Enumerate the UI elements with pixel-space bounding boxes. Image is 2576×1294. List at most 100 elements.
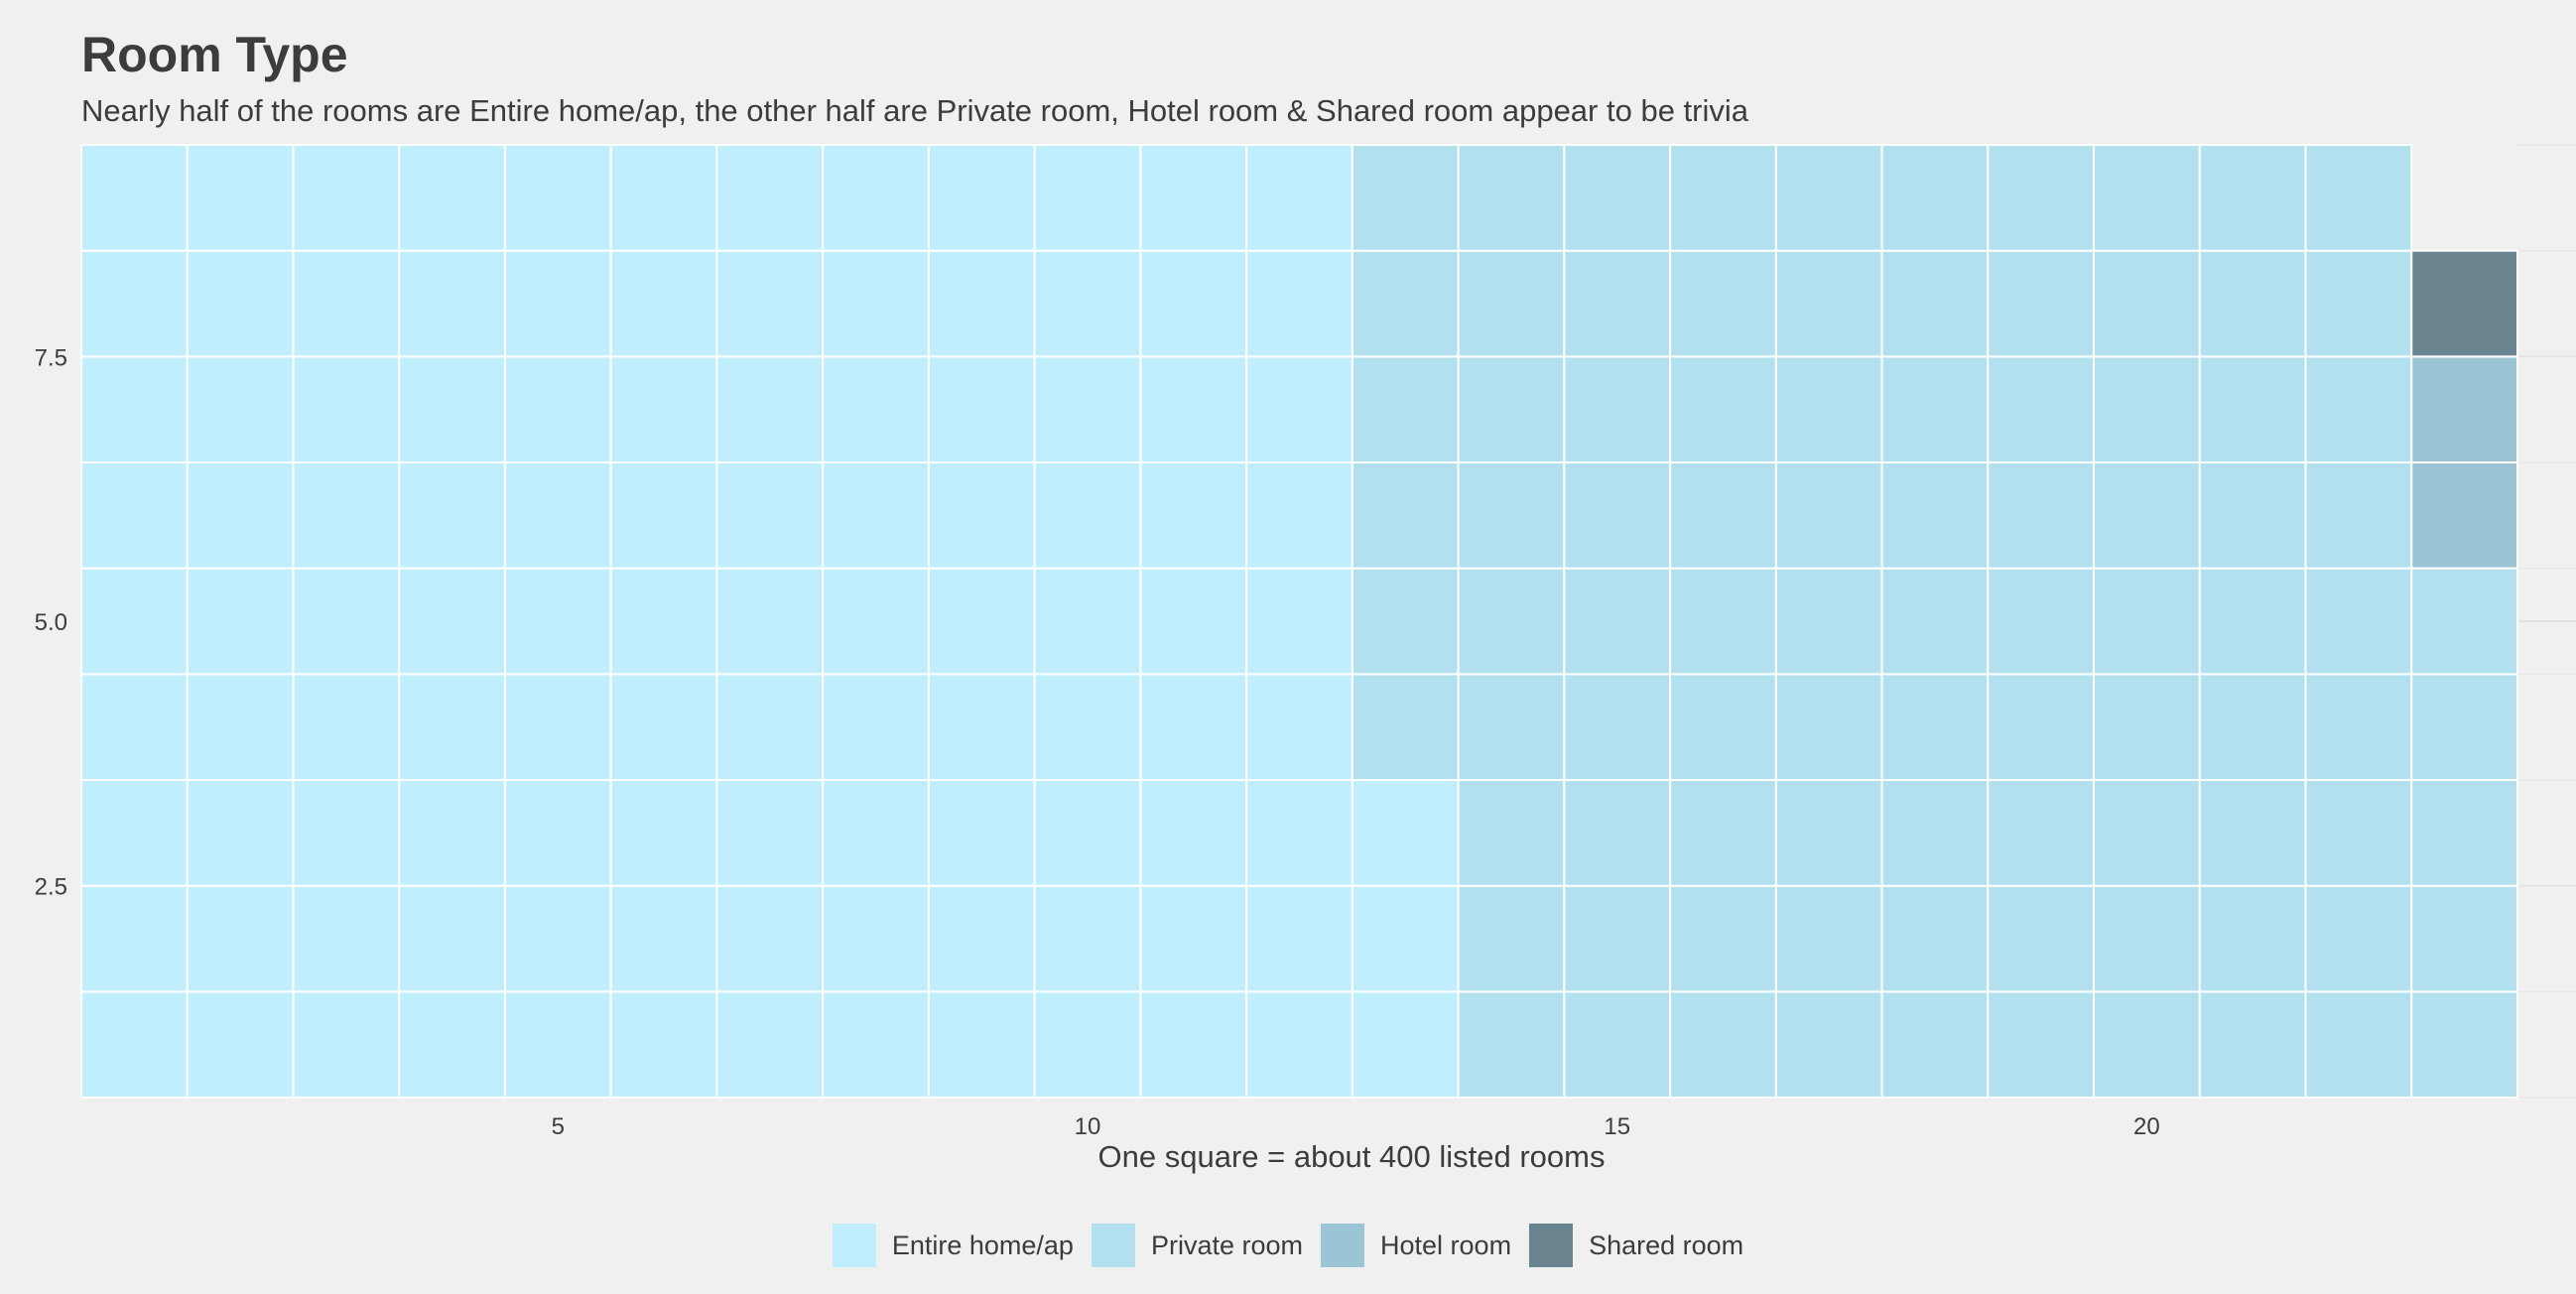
waffle-square [1139, 567, 1248, 676]
waffle-square [1987, 355, 2096, 464]
waffle-square [822, 990, 930, 1099]
waffle-chart: 5 10 15 20 2.5 5.0 7.5 One square = about 400… [35, 144, 2576, 1174]
waffle-square [822, 567, 930, 676]
waffle-square [1987, 779, 2096, 887]
waffle-square [1457, 355, 1566, 464]
waffle-square [1669, 461, 1777, 570]
waffle-square [927, 461, 1036, 570]
x-tick-label: 15 [1604, 1113, 1630, 1140]
waffle-square [927, 355, 1036, 464]
waffle-square [398, 567, 506, 676]
waffle-square [1987, 567, 2096, 676]
waffle-square [2093, 461, 2201, 570]
legend-item: Hotel room [1321, 1224, 1511, 1267]
waffle-square [1563, 567, 1672, 676]
waffle-square [822, 779, 930, 887]
waffle-square [1563, 673, 1672, 781]
waffle-square [503, 990, 612, 1099]
waffle-square [2410, 461, 2519, 570]
waffle-square [1774, 461, 1883, 570]
waffle-square [1457, 461, 1566, 570]
waffle-square [1880, 249, 1990, 358]
waffle-square [1774, 567, 1883, 676]
waffle-square [1245, 884, 1353, 993]
waffle-square [927, 249, 1036, 358]
waffle-square [715, 144, 825, 252]
chart-title: Room Type [81, 27, 348, 82]
waffle-square [1563, 355, 1672, 464]
waffle-square [1351, 249, 1460, 358]
waffle-square [1351, 461, 1460, 570]
waffle-square [1880, 355, 1990, 464]
waffle-square [292, 567, 401, 676]
waffle-square [1139, 144, 1248, 252]
waffle-square [292, 990, 401, 1099]
waffle-square [2304, 144, 2413, 252]
waffle-square [292, 884, 401, 993]
waffle-square [2410, 355, 2519, 464]
waffle-square [1139, 779, 1248, 887]
waffle-square [186, 144, 295, 252]
waffle-square [927, 567, 1036, 676]
y-tick-label: 7.5 [35, 344, 67, 371]
x-axis-ticks: 5 10 15 20 [552, 1113, 2160, 1140]
waffle-square [1351, 779, 1460, 887]
waffle-square [1880, 779, 1990, 887]
waffle-square [1669, 779, 1777, 887]
waffle-square [1563, 990, 1672, 1099]
waffle-square [1669, 249, 1777, 358]
waffle-square [398, 144, 506, 252]
waffle-square [1033, 567, 1142, 676]
waffle-square [1987, 990, 2096, 1099]
waffle-square [715, 779, 825, 887]
waffle-square [1774, 673, 1883, 781]
waffle-square [398, 884, 506, 993]
waffle-square [503, 567, 612, 676]
waffle-square [1139, 990, 1248, 1099]
legend-key [832, 1224, 876, 1267]
waffle-square [927, 884, 1036, 993]
waffle-square [503, 779, 612, 887]
waffle-square [2198, 990, 2307, 1099]
legend-label: Private room [1150, 1229, 1304, 1260]
y-tick-label: 5.0 [35, 609, 67, 636]
waffle-square [186, 673, 295, 781]
waffle-square [2198, 461, 2307, 570]
waffle-square [715, 567, 825, 676]
waffle-square [503, 673, 612, 781]
waffle-square [1351, 355, 1460, 464]
waffle-square [822, 355, 930, 464]
waffle-square [1669, 884, 1777, 993]
waffle-square [1457, 884, 1566, 993]
waffle-square [503, 461, 612, 570]
waffle-square [1987, 144, 2096, 252]
waffle-square [398, 461, 506, 570]
waffle-square [2304, 355, 2413, 464]
waffle-square [715, 673, 825, 781]
waffle-square [609, 779, 718, 887]
waffle-square [822, 144, 930, 252]
waffle-square [398, 990, 506, 1099]
waffle-square [1245, 990, 1353, 1099]
waffle-square [2198, 779, 2307, 887]
waffle-square [398, 673, 506, 781]
waffle-square [927, 779, 1036, 887]
waffle-square [1563, 144, 1672, 252]
waffle-square [1245, 144, 1353, 252]
x-tick-label: 20 [2133, 1113, 2160, 1140]
waffle-square [1669, 355, 1777, 464]
waffle-square [1457, 249, 1566, 358]
waffle-square [1669, 990, 1777, 1099]
waffle-square [2304, 779, 2413, 887]
waffle-square [609, 355, 718, 464]
waffle-square [822, 673, 930, 781]
waffle-square [1245, 567, 1353, 676]
waffle-square [1139, 673, 1248, 781]
waffle-square [609, 249, 718, 358]
waffle-square [1139, 884, 1248, 993]
waffle-square [1139, 249, 1248, 358]
waffle-square [398, 779, 506, 887]
waffle-square [2198, 355, 2307, 464]
waffle-square [1774, 355, 1883, 464]
waffle-square [80, 355, 189, 464]
